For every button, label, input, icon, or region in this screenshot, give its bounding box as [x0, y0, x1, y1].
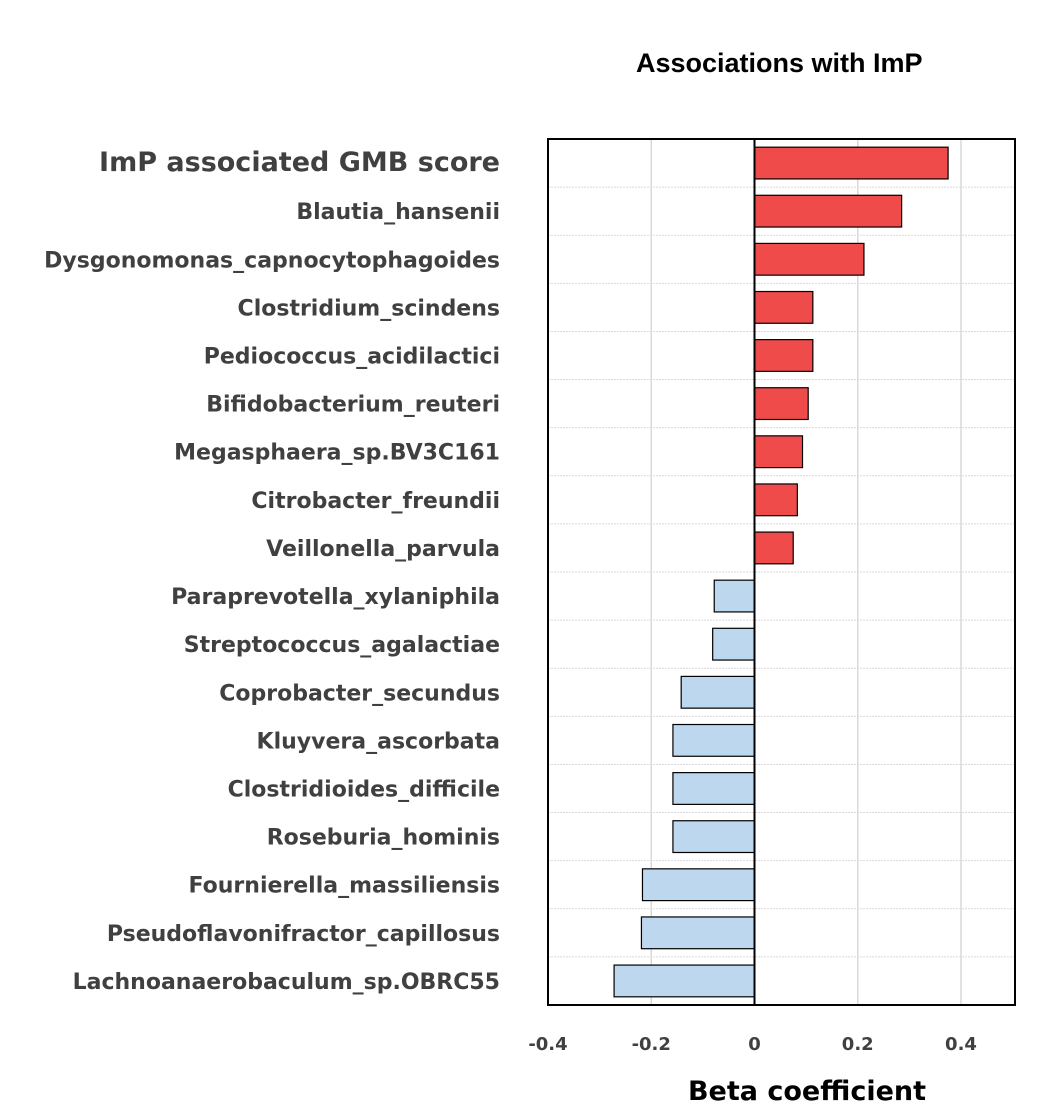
chart-title: Associations with ImP [636, 48, 923, 78]
x-tick-labels: -0.4 -0.2 0 0.2 0.4 [528, 1034, 977, 1055]
x-tick-label-4: 0.4 [945, 1034, 977, 1055]
plot-frame [547, 138, 1016, 1006]
category-label-1: Blautia_hansenii [296, 200, 500, 225]
category-label-6: Megasphaera_sp.BV3C161 [174, 441, 500, 466]
category-label-7: Citrobacter_freundii [251, 489, 500, 514]
bar-4 [753, 339, 814, 372]
category-labels: ImP associated GMB score Blautia_hansenii… [44, 147, 500, 995]
category-label-14: Roseburia_hominis [267, 826, 500, 851]
bar-13 [672, 772, 756, 805]
bar-0 [753, 146, 949, 180]
category-label-3: Clostridium_scindens [238, 296, 500, 321]
category-label-13: Clostridioides_difficile [228, 778, 500, 803]
bar-17 [613, 964, 756, 998]
category-label-16: Pseudoflavonifractor_capillosus [107, 922, 500, 947]
bar-9 [713, 579, 756, 613]
category-label-5: Bifidobacterium_reuteri [206, 393, 500, 418]
bar-10 [712, 627, 756, 661]
bar-5 [753, 387, 809, 421]
category-label-0: ImP associated GMB score [99, 147, 500, 178]
bar-15 [641, 868, 756, 902]
category-label-11: Coprobacter_secundus [219, 681, 500, 706]
bar-12 [672, 723, 756, 757]
category-label-12: Kluyvera_ascorbata [257, 729, 500, 754]
bar-3 [753, 290, 814, 324]
category-label-2: Dysgonomonas_capnocytophagoides [44, 248, 500, 273]
x-tick-label-0: -0.4 [528, 1034, 567, 1055]
bar-1 [753, 194, 903, 228]
category-label-15: Fournierella_massiliensis [189, 874, 500, 899]
bar-14 [672, 820, 756, 854]
bar-6 [753, 435, 804, 469]
category-label-8: Veillonella_parvula [266, 537, 500, 562]
category-label-17: Lachnoanaerobaculum_sp.OBRC55 [73, 970, 500, 995]
x-tick-label-1: -0.2 [632, 1034, 671, 1055]
x-tick-label-2: 0 [748, 1034, 761, 1055]
bar-11 [680, 675, 756, 709]
category-label-10: Streptococcus_agalactiae [184, 633, 500, 658]
bar-16 [640, 916, 756, 950]
category-label-9: Paraprevotella_xylaniphila [171, 585, 500, 610]
category-label-4: Pediococcus_acidilactici [204, 345, 500, 370]
x-tick-label-3: 0.2 [842, 1034, 874, 1055]
bar-7 [753, 483, 798, 517]
bar-layer [613, 139, 949, 1005]
bar-8 [753, 531, 794, 565]
bar-2 [753, 242, 865, 276]
x-axis-label: Beta coefficient [688, 1076, 926, 1107]
